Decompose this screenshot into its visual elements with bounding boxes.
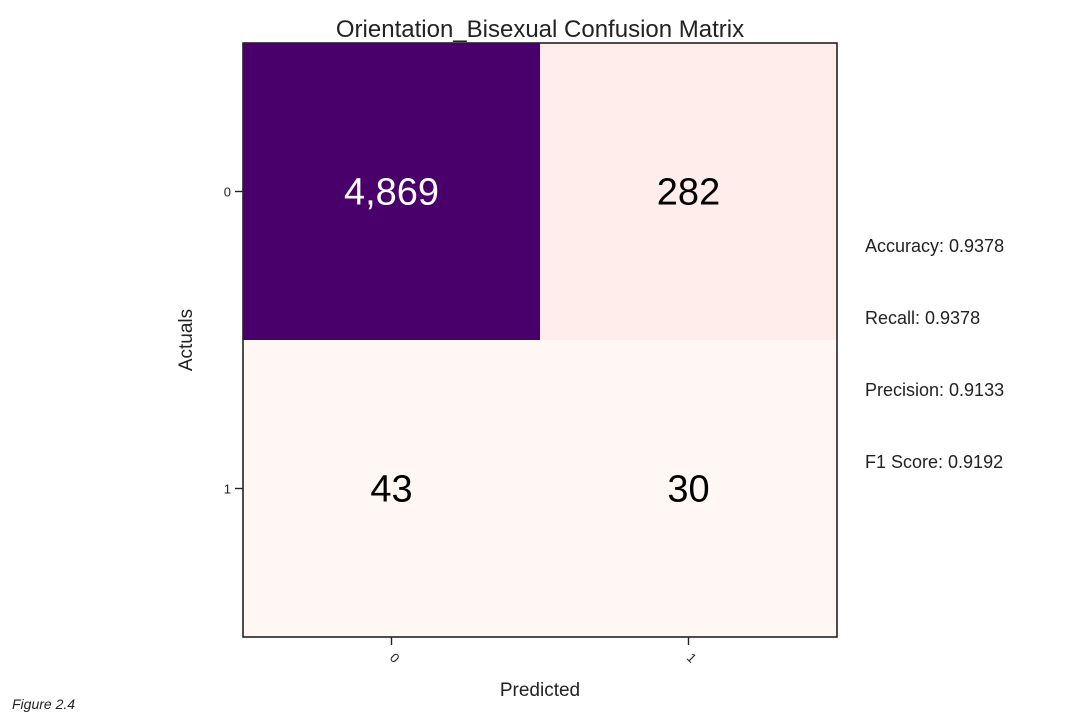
plot-frame [242,42,838,638]
y-tick-label-0: 0 [224,185,231,200]
matrix-cell-label-1-0: 43 [370,469,412,511]
x-axis-label: Predicted [500,680,580,701]
matrix-cell-label-0-1: 282 [657,172,720,214]
metric-accuracy: Accuracy: 0.9378 [865,236,1004,256]
matrix-cell-1-0 [243,340,540,637]
y-axis-ticks: 01 [224,185,243,497]
matrix-cells [243,43,837,637]
matrix-cell-0-0 [243,43,540,340]
y-tick-label-1: 1 [224,482,231,497]
y-axis-label: Actuals [176,309,197,371]
matrix-cell-0-1 [540,43,837,340]
matrix-cell-labels: 4,869 282 43 30 [344,172,720,511]
chart-title: Orientation_Bisexual Confusion Matrix [336,16,744,43]
matrix-cell-label-0-0: 4,869 [344,172,439,214]
metric-f1-score: F1 Score: 0.9192 [865,452,1003,472]
metric-recall: Recall: 0.9378 [865,308,980,328]
matrix-cell-1-1 [540,340,837,637]
matrix-cell-label-1-1: 30 [667,469,709,511]
x-tick-label-1: 1 [684,650,700,666]
metric-precision: Precision: 0.9133 [865,380,1004,400]
x-tick-label-0: 0 [387,650,403,666]
figure-caption: Figure 2.4 [12,696,75,712]
